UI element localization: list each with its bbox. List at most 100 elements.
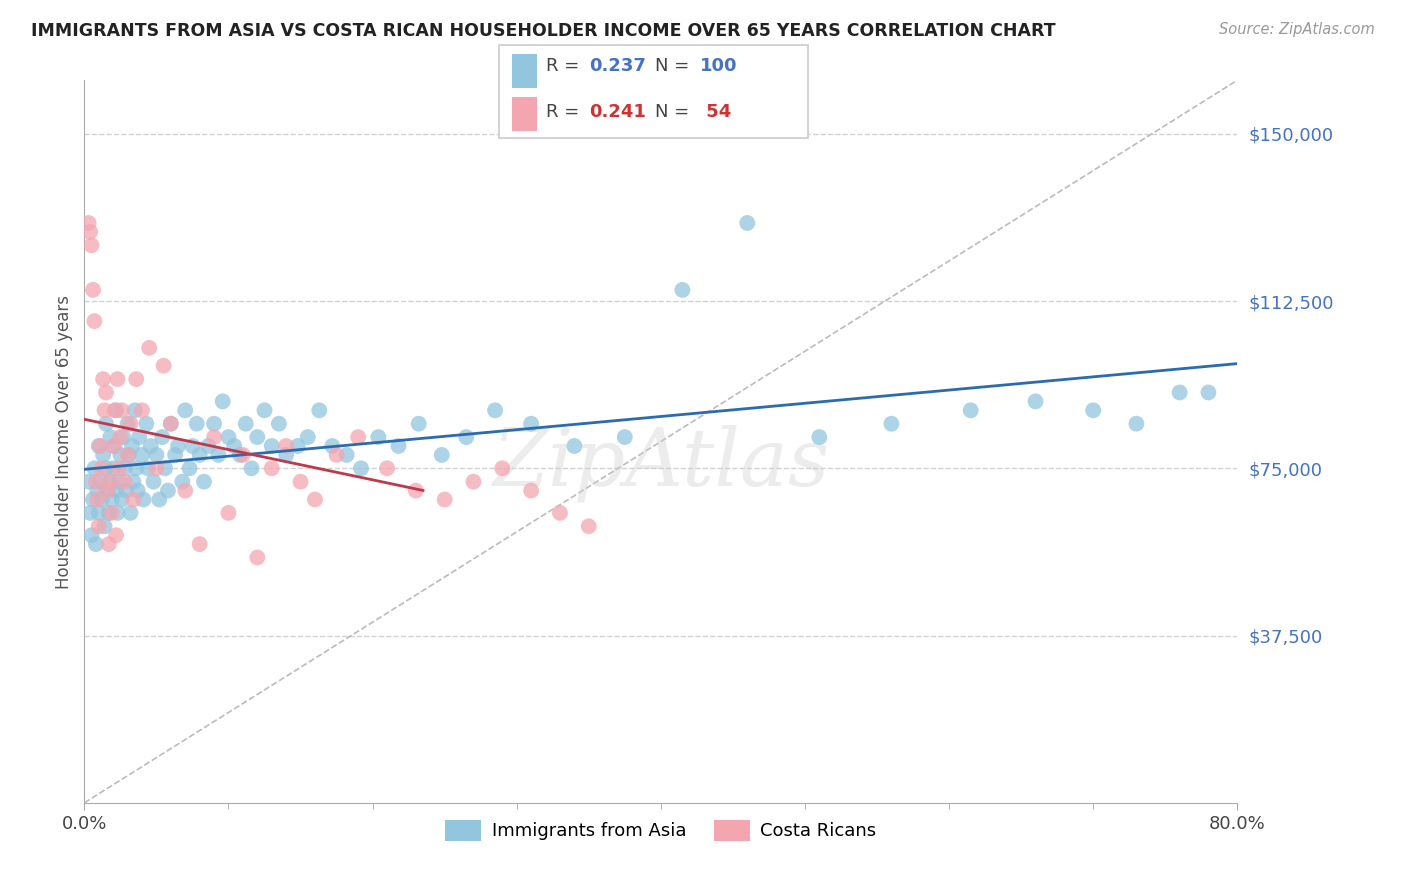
- Point: [174, 403, 197, 417]
- Point: [84, 475, 107, 489]
- Point: [246, 430, 269, 444]
- Point: [145, 461, 167, 475]
- Point: [110, 448, 132, 462]
- Text: Source: ZipAtlas.com: Source: ZipAtlas.com: [1219, 22, 1375, 37]
- Point: [107, 506, 129, 520]
- Point: [112, 430, 135, 444]
- Point: [174, 483, 197, 498]
- Point: [267, 417, 290, 431]
- Legend: Immigrants from Asia, Costa Ricans: Immigrants from Asia, Costa Ricans: [437, 813, 884, 848]
- Point: [387, 439, 409, 453]
- Text: 54: 54: [700, 103, 731, 120]
- Point: [1083, 403, 1105, 417]
- Point: [325, 448, 347, 462]
- Point: [91, 372, 114, 386]
- Point: [491, 461, 513, 475]
- Point: [98, 475, 121, 489]
- Point: [276, 448, 298, 462]
- Point: [138, 341, 160, 355]
- Point: [79, 225, 101, 239]
- Point: [80, 238, 103, 252]
- Point: [79, 506, 101, 520]
- Point: [122, 475, 145, 489]
- Point: [188, 448, 211, 462]
- Point: [456, 430, 478, 444]
- Point: [304, 492, 326, 507]
- Point: [1168, 385, 1191, 400]
- Point: [167, 439, 190, 453]
- Point: [297, 430, 319, 444]
- Point: [246, 550, 269, 565]
- Text: 0.241: 0.241: [589, 103, 645, 120]
- Point: [127, 483, 149, 498]
- Point: [94, 385, 117, 400]
- Point: [188, 537, 211, 551]
- Point: [150, 430, 173, 444]
- Point: [82, 492, 104, 507]
- Point: [96, 483, 118, 498]
- Point: [207, 448, 229, 462]
- Point: [253, 403, 276, 417]
- Point: [131, 403, 153, 417]
- Point: [132, 492, 155, 507]
- Point: [86, 483, 108, 498]
- Point: [114, 475, 136, 489]
- Point: [87, 519, 110, 533]
- Point: [77, 216, 100, 230]
- Point: [84, 537, 107, 551]
- Point: [186, 417, 208, 431]
- Point: [80, 528, 103, 542]
- Point: [98, 430, 121, 444]
- Point: [202, 417, 225, 431]
- Point: [103, 461, 124, 475]
- Point: [136, 461, 159, 475]
- Point: [548, 506, 571, 520]
- Point: [125, 461, 148, 475]
- Text: 100: 100: [700, 57, 738, 75]
- Point: [165, 448, 187, 462]
- Point: [260, 461, 283, 475]
- Point: [202, 430, 225, 444]
- Point: [160, 417, 183, 431]
- Point: [100, 492, 122, 507]
- Point: [131, 448, 153, 462]
- Point: [124, 403, 146, 417]
- Point: [104, 439, 127, 453]
- Point: [111, 492, 134, 507]
- Point: [96, 483, 118, 498]
- Point: [100, 506, 122, 520]
- Point: [520, 417, 543, 431]
- Point: [89, 475, 111, 489]
- Point: [484, 403, 506, 417]
- Point: [86, 492, 108, 507]
- Point: [375, 461, 398, 475]
- Y-axis label: Householder Income Over 65 years: Householder Income Over 65 years: [55, 294, 73, 589]
- Text: R =: R =: [546, 103, 585, 120]
- Point: [240, 461, 263, 475]
- Point: [128, 430, 150, 444]
- Point: [90, 461, 112, 475]
- Point: [463, 475, 485, 489]
- Point: [90, 492, 112, 507]
- Point: [671, 283, 693, 297]
- Point: [880, 417, 903, 431]
- Point: [91, 448, 114, 462]
- Point: [94, 461, 117, 475]
- Point: [117, 448, 139, 462]
- Point: [153, 461, 176, 475]
- Point: [98, 475, 121, 489]
- Point: [520, 483, 543, 498]
- Point: [87, 506, 110, 520]
- Point: [94, 417, 117, 431]
- Point: [287, 439, 309, 453]
- Point: [808, 430, 831, 444]
- Point: [1198, 385, 1220, 400]
- Point: [117, 417, 139, 431]
- Text: ZipAtlas: ZipAtlas: [492, 425, 830, 502]
- Point: [148, 492, 170, 507]
- Point: [172, 475, 194, 489]
- Point: [564, 439, 586, 453]
- Point: [120, 417, 142, 431]
- Point: [1125, 417, 1147, 431]
- Point: [108, 475, 131, 489]
